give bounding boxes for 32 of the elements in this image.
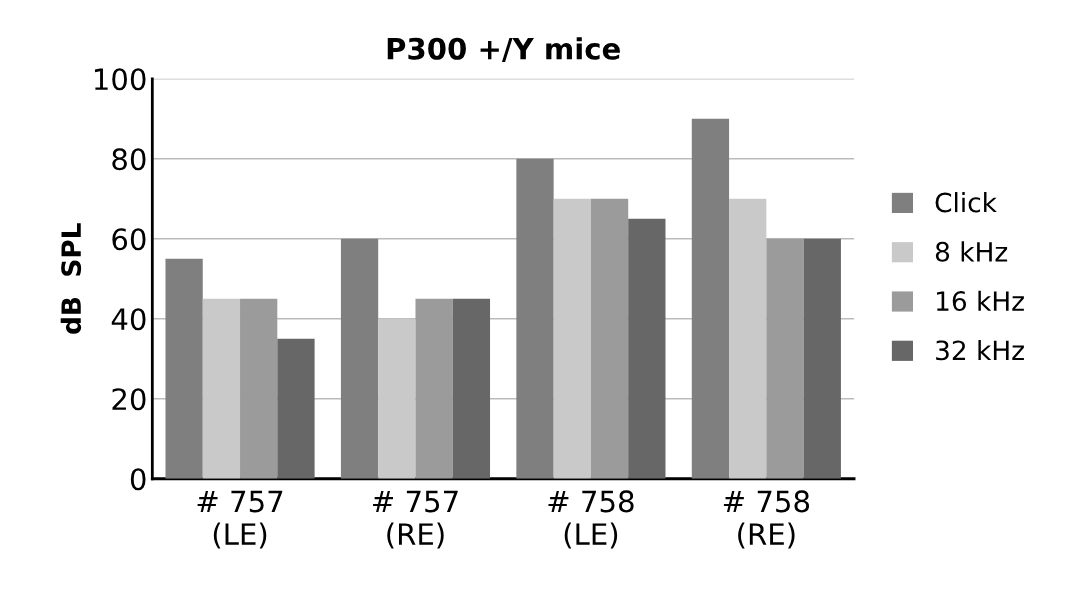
x-tick-label: # 758 (LE)	[548, 490, 634, 549]
bar	[277, 338, 315, 479]
chart-title: P300 +/Y mice	[387, 37, 620, 63]
bar	[165, 258, 203, 479]
bar	[378, 318, 416, 479]
bar	[766, 238, 804, 479]
y-tick-label: 0	[130, 468, 146, 491]
bar	[628, 218, 666, 479]
bar	[516, 158, 554, 479]
legend-label: 16 kHz	[936, 290, 1024, 312]
y-tick-label: 100	[94, 68, 146, 91]
bar	[691, 118, 730, 479]
y-tick-label: 40	[111, 308, 146, 331]
bar	[590, 198, 629, 479]
bar	[803, 238, 841, 479]
legend-label: 32 kHz	[936, 339, 1024, 361]
bar	[415, 298, 453, 479]
bar	[340, 238, 379, 479]
bar	[729, 198, 767, 479]
x-tick-label: # 757 (LE)	[197, 490, 283, 549]
bar	[240, 298, 278, 479]
y-tick-label: 20	[112, 388, 146, 411]
y-axis-title: dB SPL	[60, 223, 82, 334]
y-tick-label: 60	[112, 228, 146, 251]
x-tick-label: # 758 (RE)	[723, 490, 810, 549]
y-tick-label: 80	[112, 148, 146, 171]
bar	[553, 198, 591, 479]
x-tick-label: # 757 (RE)	[373, 490, 458, 549]
legend-label: 8 kHz	[935, 241, 1008, 262]
bar	[202, 298, 241, 479]
legend-label: Click	[935, 192, 997, 213]
bar	[452, 298, 491, 479]
